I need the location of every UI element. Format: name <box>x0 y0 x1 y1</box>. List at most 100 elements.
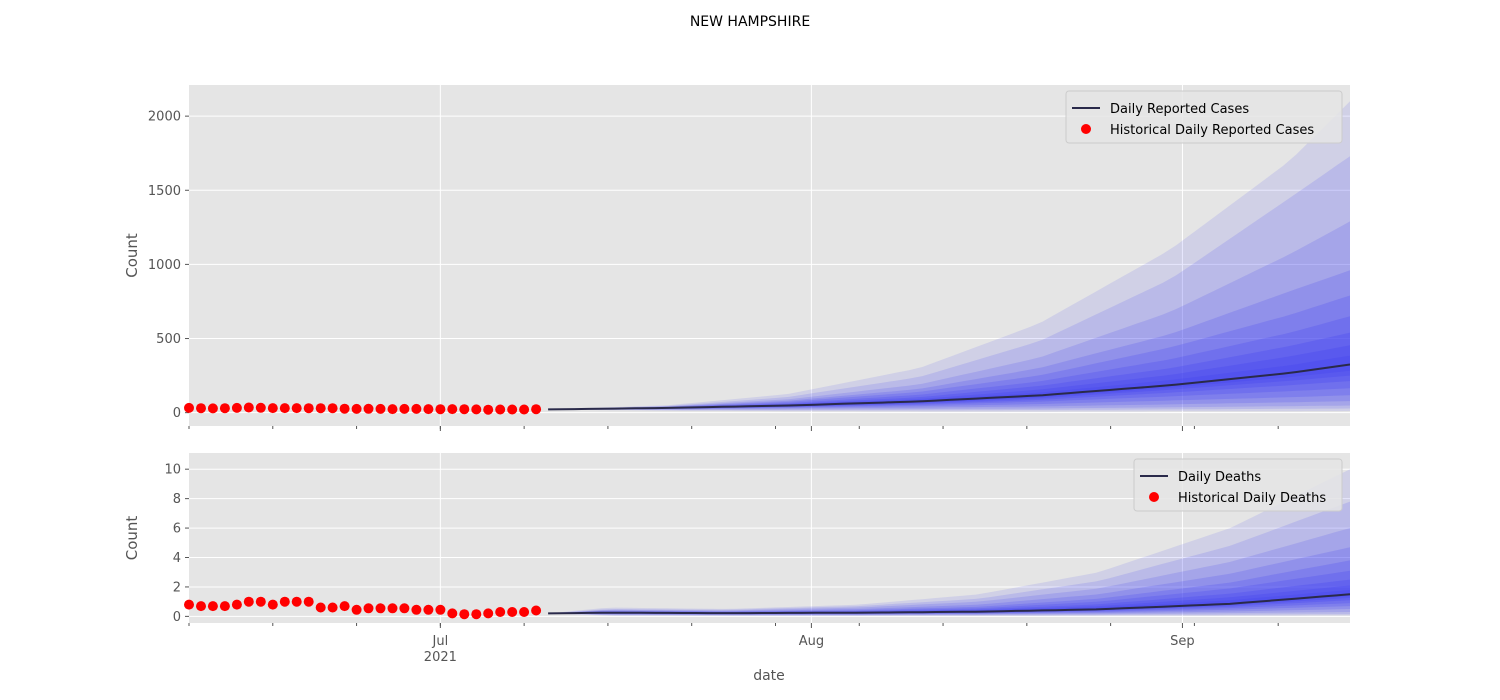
historical-point <box>387 404 398 415</box>
cases-panel: 0 500 1000 1500 2000 Count Daily Reported Case… <box>123 85 1350 426</box>
forecast-band <box>548 221 1350 410</box>
forecast-band <box>548 156 1350 411</box>
historical-point <box>507 404 518 415</box>
historical-point <box>196 403 206 414</box>
legend-point-swatch <box>1081 124 1091 134</box>
historical-point <box>267 403 278 414</box>
y-axis-label: Count <box>123 516 141 561</box>
historical-point <box>411 604 422 615</box>
forecast-band <box>548 101 1350 412</box>
forecast-fan <box>548 469 1350 616</box>
forecast-band <box>548 501 1350 616</box>
forecast-median-line <box>548 363 1350 411</box>
historical-point <box>387 603 398 614</box>
historical-point <box>196 601 206 612</box>
forecast-band <box>548 579 1350 614</box>
y-tick-label: 2000 <box>148 110 181 125</box>
historical-point <box>447 608 458 619</box>
historical-point <box>303 403 314 414</box>
forecast-band <box>548 528 1350 616</box>
historical-point <box>231 599 242 610</box>
historical-point <box>399 403 410 414</box>
historical-point <box>291 403 302 414</box>
forecast-band <box>548 270 1350 410</box>
x-axis-label: date <box>753 668 785 684</box>
forecast-band <box>548 332 1350 410</box>
historical-point <box>291 596 302 607</box>
historical-point <box>459 404 470 415</box>
y-tick-label: 2 <box>173 580 181 595</box>
legend-label: Historical Daily Reported Cases <box>1110 123 1314 138</box>
historical-point <box>255 402 266 413</box>
historical-point <box>207 403 218 414</box>
historical-point <box>184 402 194 413</box>
historical-point <box>519 404 530 415</box>
forecast-band <box>548 547 1350 615</box>
historical-point <box>471 609 482 620</box>
historical-point <box>363 403 374 414</box>
historical-point <box>243 596 254 607</box>
historical-point <box>339 601 350 612</box>
historical-points <box>184 402 542 415</box>
y-tick-label: 500 <box>156 332 181 347</box>
historical-point <box>483 404 494 415</box>
historical-point <box>327 403 338 414</box>
historical-point <box>375 403 386 414</box>
historical-point <box>423 604 434 615</box>
figure-title: NEW HAMPSHIRE <box>690 14 810 30</box>
forecast-band <box>548 570 1350 614</box>
x-tick-sublabel: 2021 <box>424 650 457 665</box>
historical-point <box>531 404 542 415</box>
historical-point <box>423 404 434 415</box>
historical-point <box>363 603 374 614</box>
y-tick-label: 0 <box>173 610 181 625</box>
y-tick-label: 6 <box>173 522 181 537</box>
historical-point <box>184 599 194 610</box>
historical-point <box>243 402 254 413</box>
historical-point <box>339 403 350 414</box>
historical-point <box>447 404 458 415</box>
forecast-band <box>548 295 1350 410</box>
legend-point-swatch <box>1149 492 1159 502</box>
legend-box <box>1133 458 1343 512</box>
forecast-band <box>548 469 1350 616</box>
historical-point <box>471 404 482 415</box>
historical-point <box>495 607 506 617</box>
historical-point <box>399 603 410 614</box>
historical-point <box>315 403 326 414</box>
legend-label: Daily Deaths <box>1178 470 1261 485</box>
historical-points <box>184 596 542 620</box>
historical-point <box>219 403 230 414</box>
legend-box <box>1065 90 1343 144</box>
deaths-panel: 0 2 4 6 8 10 Count Daily Deaths Historical Daily… <box>123 453 1350 625</box>
historical-point <box>255 596 266 607</box>
y-axis-label: Count <box>123 233 141 278</box>
y-tick-label: 1000 <box>148 258 181 273</box>
historical-point <box>411 403 422 414</box>
historical-point <box>435 404 446 415</box>
historical-point <box>507 607 518 617</box>
x-tick-label: Aug <box>799 634 824 649</box>
y-tick-label: 4 <box>173 551 181 566</box>
y-tick-label: 10 <box>164 463 181 478</box>
y-tick-label: 0 <box>173 406 181 421</box>
y-tick-label: 1500 <box>148 184 181 199</box>
legend: Daily Deaths Historical Daily Deaths <box>1133 458 1343 512</box>
legend: Daily Reported Cases Historical Daily Rep… <box>1065 90 1343 144</box>
forecast-band <box>548 560 1350 615</box>
historical-point <box>219 601 230 612</box>
historical-point <box>279 403 290 414</box>
legend-label: Daily Reported Cases <box>1110 102 1249 117</box>
historical-point <box>531 605 542 616</box>
historical-point <box>279 596 290 607</box>
historical-point <box>351 604 362 615</box>
historical-point <box>519 607 530 617</box>
forecast-fan <box>548 101 1350 412</box>
historical-point <box>267 599 278 610</box>
historical-point <box>435 604 446 615</box>
legend-label: Historical Daily Deaths <box>1178 491 1326 506</box>
forecast-median-line <box>548 593 1350 615</box>
historical-point <box>303 596 314 607</box>
